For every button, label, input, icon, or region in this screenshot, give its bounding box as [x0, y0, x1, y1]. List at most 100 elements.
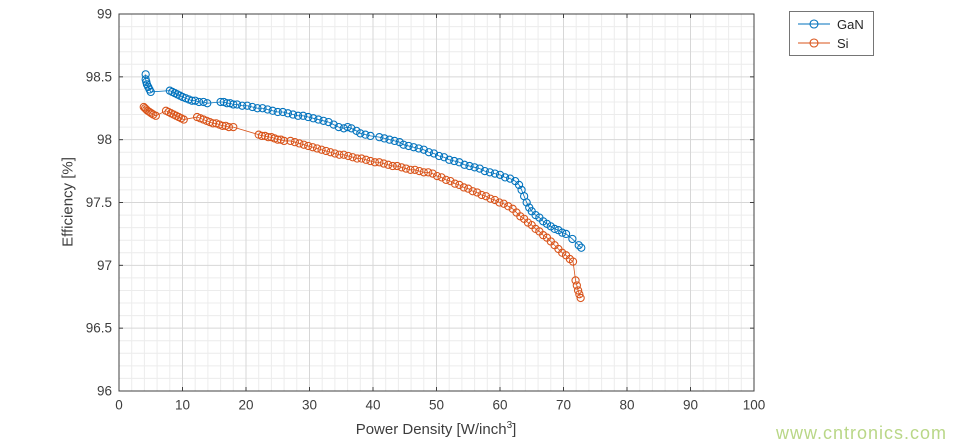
y-tick-label: 97 — [97, 258, 112, 273]
data-point-marker — [573, 286, 583, 295]
data-point-marker — [495, 198, 504, 207]
data-point-marker — [406, 165, 415, 174]
data-point-marker — [380, 134, 389, 143]
data-point-marker — [575, 290, 584, 299]
data-point-marker — [304, 112, 313, 122]
data-point-marker — [490, 169, 500, 178]
data-point-marker — [216, 97, 225, 107]
data-point-marker — [330, 149, 340, 158]
data-point-marker — [390, 136, 399, 146]
data-point-marker — [399, 140, 408, 149]
data-point-marker — [481, 192, 491, 201]
si-line-marker-icon — [798, 38, 830, 48]
data-point-marker — [473, 188, 482, 197]
y-tick-label: 98 — [97, 132, 112, 147]
data-point-marker — [379, 159, 388, 168]
data-point-marker — [308, 143, 317, 152]
x-tick-label: 60 — [492, 398, 507, 413]
data-point-marker — [568, 234, 577, 244]
data-point-marker — [151, 111, 160, 120]
data-point-marker — [319, 116, 328, 125]
data-point-marker — [441, 175, 451, 185]
x-tick-labels: 0 10 20 30 40 50 60 70 80 90 100 — [115, 398, 765, 413]
data-point-marker — [522, 198, 531, 207]
data-point-marker — [347, 124, 356, 133]
x-tick-label: 0 — [115, 398, 123, 413]
data-point-marker — [264, 133, 273, 142]
data-point-marker — [434, 151, 444, 161]
data-point-marker — [339, 150, 348, 159]
data-point-marker — [561, 229, 571, 239]
data-point-marker — [295, 139, 304, 148]
data-point-marker — [366, 156, 375, 166]
data-point-marker — [286, 136, 295, 146]
data-point-marker — [224, 122, 233, 132]
data-point-marker — [475, 164, 484, 173]
data-point-marker — [455, 158, 464, 167]
data-point-marker — [348, 153, 357, 162]
x-axis-label-text: Power Density [W/inch — [355, 421, 507, 438]
y-tick-label: 99 — [97, 7, 112, 22]
data-point-marker — [258, 104, 267, 113]
data-point-marker — [283, 109, 293, 118]
data-point-marker — [514, 180, 524, 190]
data-point-marker — [428, 169, 437, 178]
data-point-marker — [450, 156, 459, 166]
data-point-marker — [437, 173, 446, 182]
series-gan — [141, 70, 586, 252]
data-point-marker — [465, 161, 474, 171]
data-point-marker — [375, 133, 384, 142]
data-point-marker — [446, 177, 455, 186]
data-point-marker — [232, 100, 242, 109]
watermark: www.cntronics.com — [775, 423, 947, 443]
data-point-marker — [415, 166, 424, 176]
data-point-marker — [404, 141, 413, 151]
data-point-marker — [486, 194, 495, 203]
y-axis-label: Efficiency [%] — [59, 157, 77, 247]
data-point-marker — [361, 130, 370, 139]
y-tick-label: 98.5 — [86, 69, 112, 84]
data-point-marker — [273, 135, 282, 144]
data-point-marker — [558, 228, 567, 237]
data-point-marker — [299, 111, 308, 120]
data-point-marker — [344, 151, 353, 161]
x-tick-label: 30 — [302, 398, 317, 413]
data-point-marker — [191, 96, 200, 105]
data-point-marker — [366, 131, 375, 141]
data-point-marker — [499, 199, 508, 208]
data-point-marker — [468, 187, 477, 196]
data-point-marker — [433, 171, 442, 181]
data-point-marker — [334, 122, 343, 132]
data-point-marker — [393, 161, 402, 171]
y-tick-label: 96 — [97, 384, 112, 399]
x-tick-label: 90 — [683, 398, 698, 413]
data-point-marker — [384, 160, 393, 169]
data-point-marker — [424, 148, 434, 157]
data-point-marker — [574, 241, 583, 250]
data-point-marker — [356, 129, 365, 138]
x-tick-label: 70 — [556, 398, 571, 413]
legend-entry-si: Si — [796, 34, 864, 52]
y-tick-label: 96.5 — [86, 321, 112, 336]
data-point-marker — [410, 165, 420, 174]
data-point-marker — [490, 195, 500, 205]
data-point-marker — [238, 101, 247, 110]
x-tick-label: 40 — [365, 398, 380, 413]
data-point-marker — [424, 168, 433, 177]
data-point-marker — [218, 121, 227, 130]
data-point-marker — [419, 168, 428, 177]
data-point-marker — [147, 109, 156, 118]
legend-entry-gan: GaN — [796, 15, 864, 33]
data-point-marker — [445, 155, 454, 164]
data-point-marker — [268, 106, 277, 115]
legend-label-gan: GaN — [837, 16, 864, 32]
data-point-marker — [326, 148, 335, 157]
data-point-marker — [314, 115, 323, 124]
data-point-marker — [329, 120, 338, 129]
data-point-marker — [194, 97, 204, 107]
x-axis-label-superscript: 3 — [506, 420, 513, 431]
data-point-marker — [459, 183, 468, 192]
data-point-marker — [375, 158, 384, 167]
x-tick-label: 100 — [743, 398, 766, 413]
